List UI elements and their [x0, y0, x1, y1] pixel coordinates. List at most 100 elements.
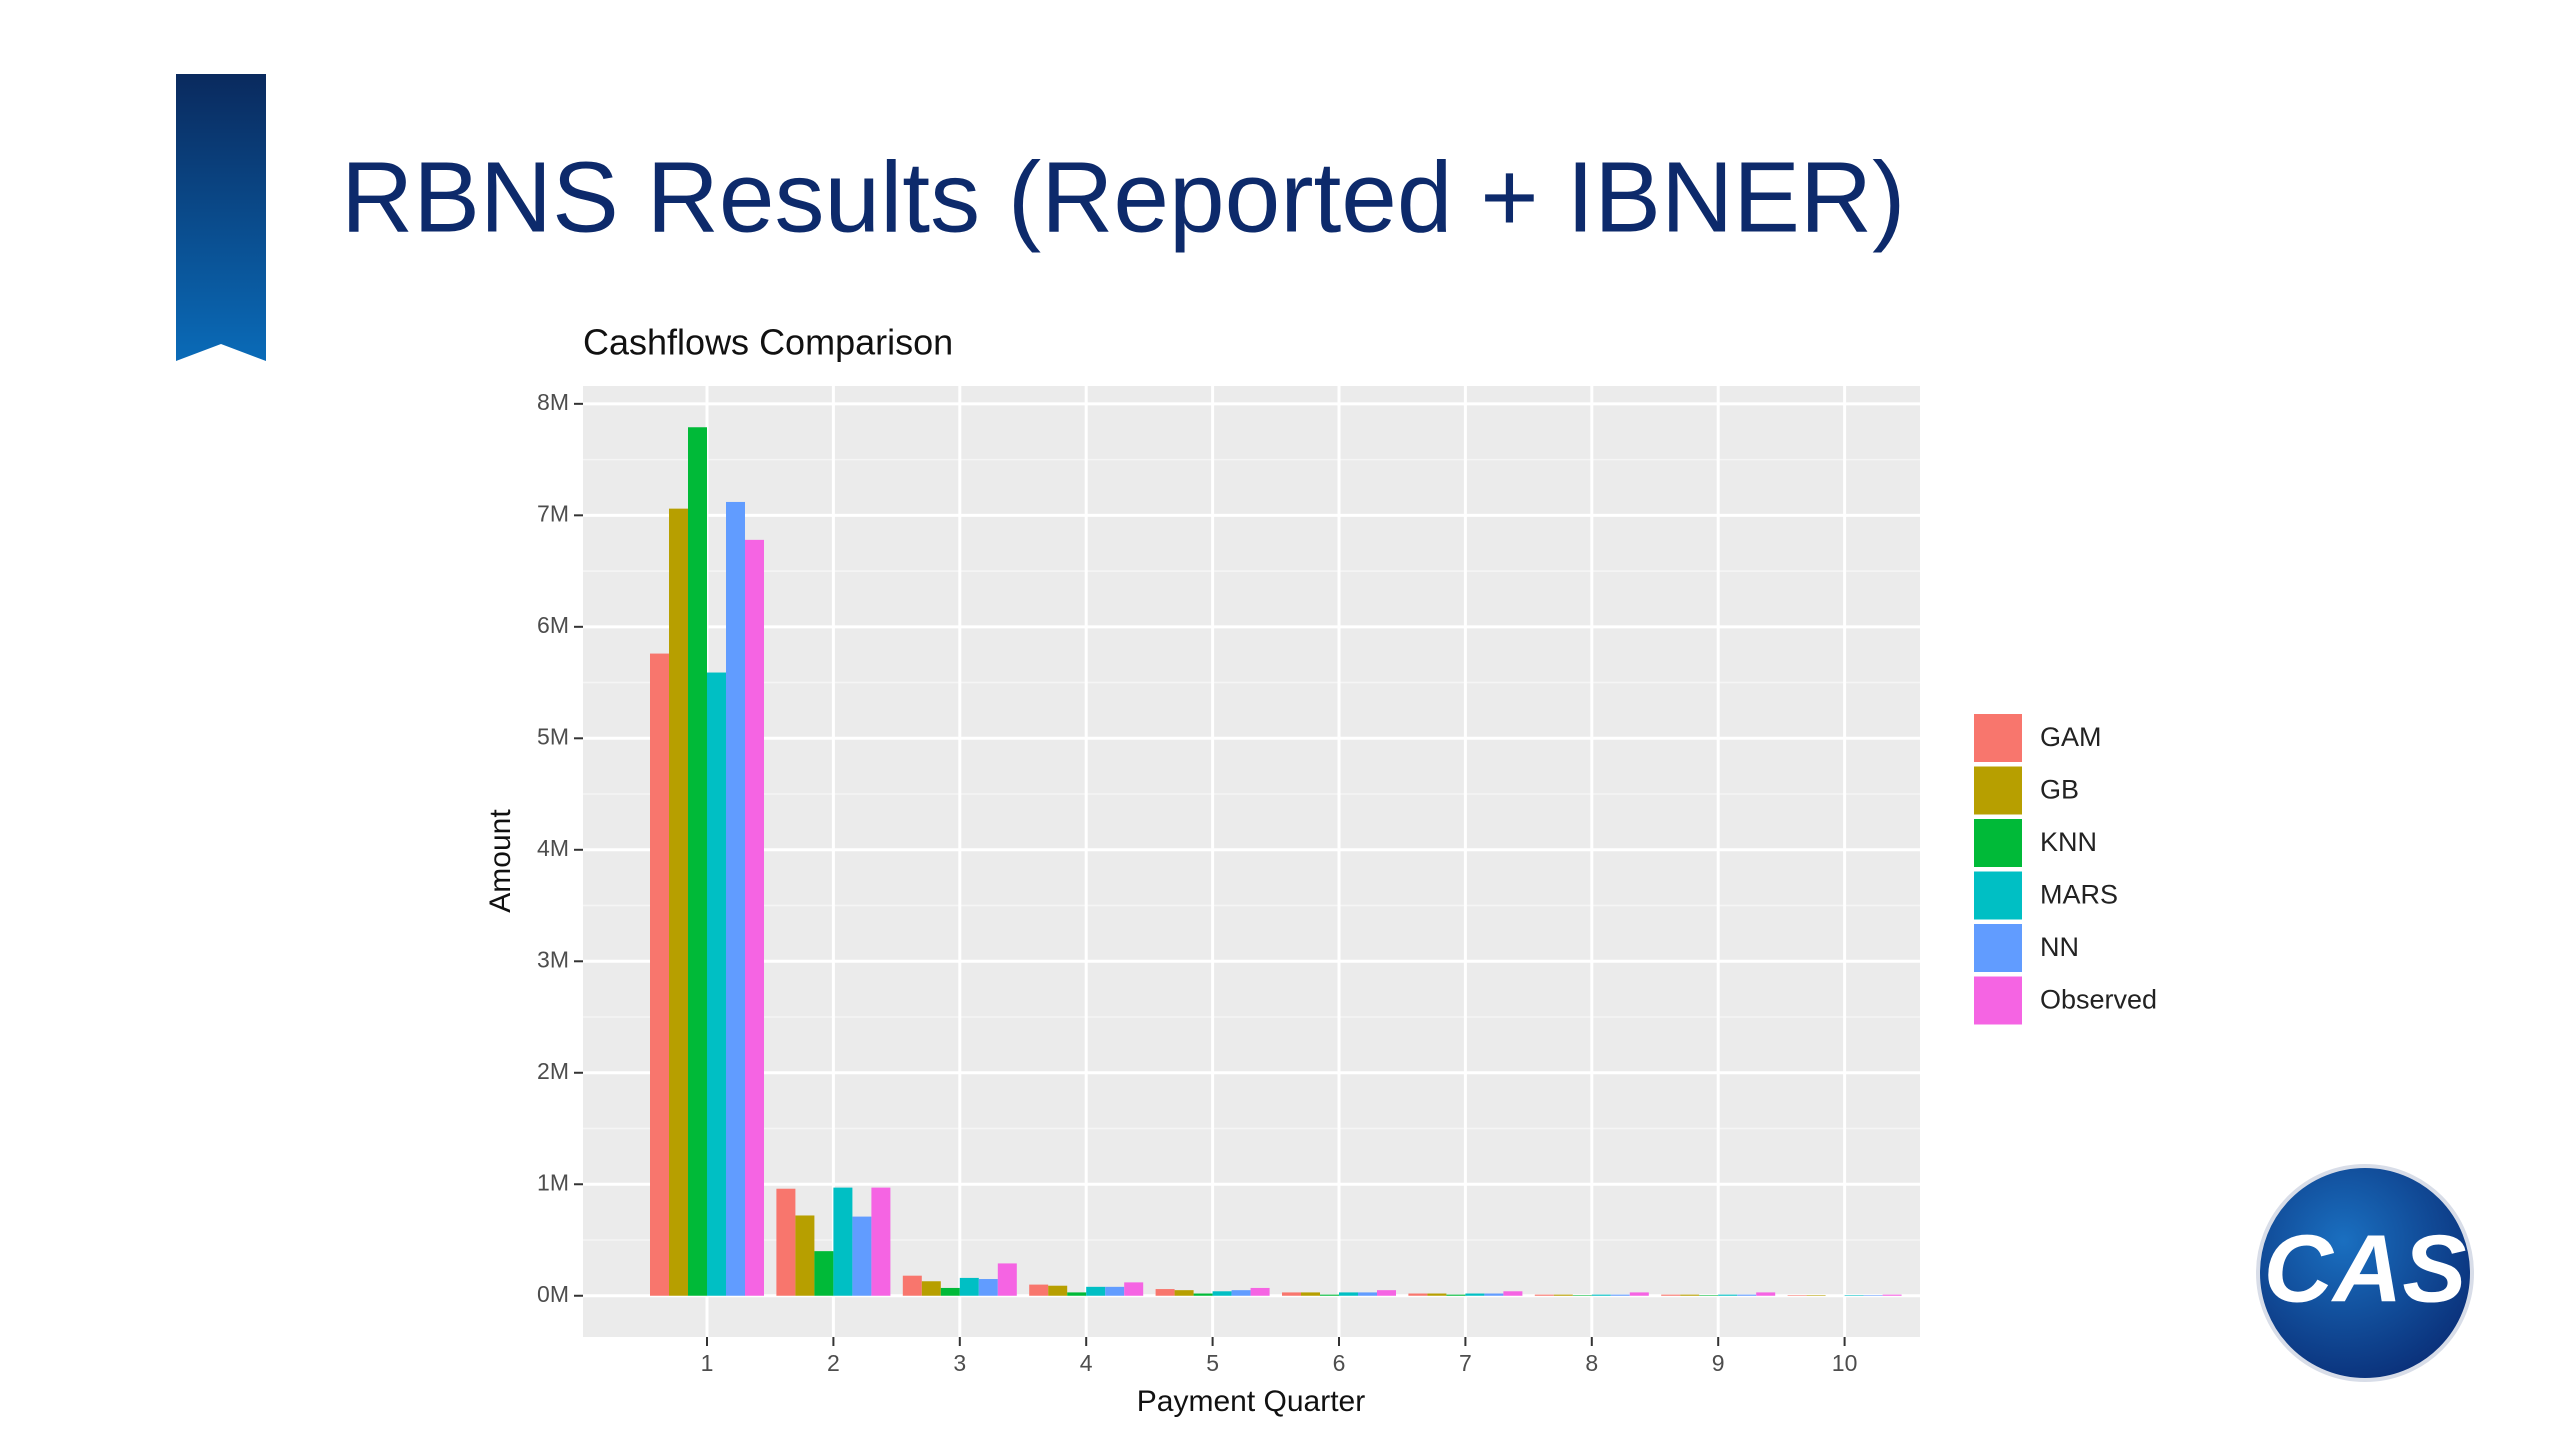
bar — [1301, 1292, 1320, 1296]
x-tick-label: 9 — [1712, 1350, 1725, 1376]
bar — [1863, 1295, 1883, 1296]
legend-label: NN — [2040, 932, 2079, 962]
x-tick-label: 8 — [1585, 1350, 1598, 1376]
bar — [1629, 1292, 1649, 1296]
legend-swatch — [1974, 924, 2022, 972]
bar — [1067, 1292, 1087, 1296]
bar — [1446, 1294, 1466, 1296]
y-tick-label: 3M — [537, 946, 569, 972]
x-axis-label: Payment Quarter — [1137, 1385, 1365, 1418]
bar — [1737, 1294, 1757, 1296]
bar — [1427, 1293, 1447, 1296]
y-tick-label: 4M — [537, 835, 569, 861]
bar — [1503, 1291, 1523, 1296]
bar — [959, 1277, 979, 1296]
y-tick-label: 7M — [537, 500, 569, 526]
bar — [1680, 1294, 1700, 1296]
y-tick-label: 0M — [537, 1281, 569, 1307]
bar — [726, 501, 745, 1296]
x-tick-label: 5 — [1206, 1350, 1219, 1376]
bar — [1282, 1292, 1301, 1296]
ribbon — [176, 74, 266, 361]
bar — [902, 1275, 922, 1296]
bar — [833, 1187, 853, 1296]
bar — [1231, 1290, 1251, 1296]
logo-circle — [2256, 1164, 2474, 1382]
bar — [1610, 1294, 1630, 1296]
bar — [1358, 1292, 1377, 1296]
bar — [1534, 1294, 1554, 1296]
bar — [1699, 1295, 1719, 1296]
bar — [1320, 1294, 1339, 1296]
y-tick-label: 5M — [537, 723, 569, 749]
bar — [1465, 1293, 1485, 1296]
legend-label: KNN — [2040, 827, 2097, 857]
bar — [871, 1187, 891, 1296]
legend-swatch — [1974, 819, 2022, 867]
legend-swatch — [1974, 976, 2022, 1025]
bar — [1553, 1294, 1573, 1296]
x-tick-label: 1 — [701, 1350, 714, 1376]
legend-swatch — [1974, 714, 2022, 762]
bar — [669, 508, 688, 1296]
bar — [776, 1188, 796, 1296]
slide-title: RBNS Results (Reported + IBNER) — [341, 141, 1905, 253]
bar — [978, 1279, 998, 1296]
x-tick-label: 7 — [1459, 1350, 1472, 1376]
bar — [1591, 1294, 1611, 1296]
bar — [1029, 1284, 1049, 1296]
bar — [1124, 1282, 1144, 1296]
bar — [1661, 1294, 1681, 1296]
bar — [1339, 1292, 1358, 1296]
bar — [1105, 1286, 1125, 1296]
bar — [997, 1263, 1017, 1296]
bar — [1193, 1293, 1213, 1296]
bar — [1250, 1287, 1270, 1296]
chart-title: Cashflows Comparison — [583, 322, 953, 363]
y-tick-label: 2M — [537, 1058, 569, 1084]
logo: CAS — [2256, 1164, 2474, 1382]
bar — [1408, 1293, 1428, 1296]
y-axis-label: Amount — [484, 809, 517, 913]
bar — [814, 1251, 834, 1296]
bar — [1572, 1295, 1592, 1296]
plot-panel — [583, 386, 1920, 1337]
bar — [650, 653, 669, 1296]
bar — [940, 1287, 960, 1296]
bar — [1756, 1292, 1776, 1296]
y-tick-label: 6M — [537, 612, 569, 638]
bar — [1718, 1294, 1738, 1296]
legend-label: GAM — [2040, 722, 2102, 752]
bar — [1377, 1290, 1396, 1296]
x-tick-label: 10 — [1832, 1350, 1858, 1376]
bar — [1882, 1294, 1902, 1296]
x-tick-label: 6 — [1333, 1350, 1346, 1376]
legend-label: Observed — [2040, 985, 2157, 1015]
bar — [1484, 1293, 1504, 1296]
x-tick-label: 2 — [827, 1350, 840, 1376]
bar — [1174, 1290, 1194, 1296]
bar — [1787, 1295, 1807, 1296]
logo-text: CAS — [2264, 1215, 2467, 1322]
bar — [707, 672, 726, 1296]
bar — [921, 1281, 941, 1296]
bar — [852, 1216, 872, 1296]
bar — [795, 1215, 815, 1296]
legend-swatch — [1974, 871, 2022, 920]
legend-swatch — [1974, 766, 2022, 815]
bar — [1212, 1291, 1232, 1296]
y-tick-label: 8M — [537, 389, 569, 415]
bar — [1806, 1295, 1826, 1296]
y-tick-label: 1M — [537, 1169, 569, 1195]
legend-label: GB — [2040, 775, 2079, 805]
bar — [1048, 1285, 1068, 1296]
bar — [688, 427, 707, 1296]
x-tick-label: 3 — [953, 1350, 966, 1376]
x-tick-label: 4 — [1080, 1350, 1093, 1376]
bar — [745, 539, 764, 1296]
legend-label: MARS — [2040, 880, 2118, 910]
bar — [1844, 1295, 1864, 1296]
bar — [1155, 1289, 1175, 1296]
